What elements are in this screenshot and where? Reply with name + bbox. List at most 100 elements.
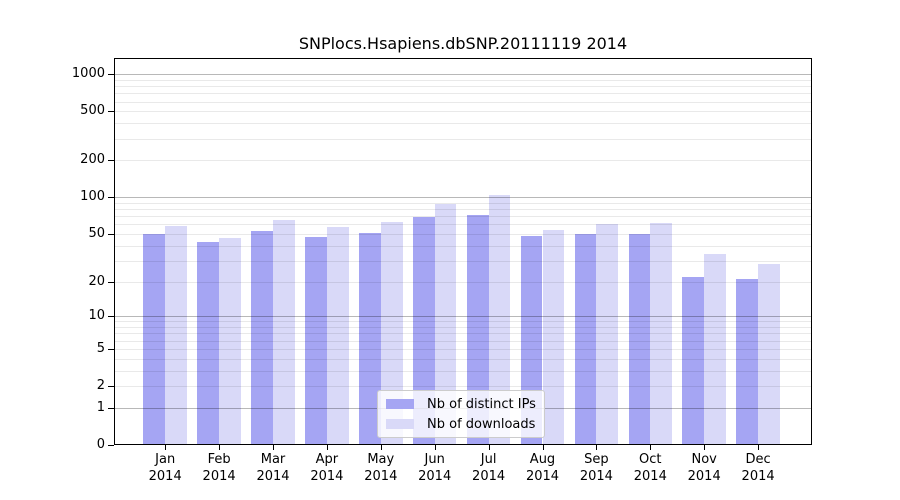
legend-swatch-downloads [386,419,414,429]
year-label: 2014 [418,469,452,484]
y-tick-50 [108,233,114,235]
y-tick-500 [108,111,114,113]
bar-distinct-ips-apr [305,237,327,445]
month-label: Jul [480,452,497,467]
gridline-3 [114,370,812,372]
year-label: 2014 [202,469,236,484]
y-tick-5 [108,348,114,350]
legend-row-distinct-ips: Nb of distinct IPs [386,397,536,412]
month-label: Mar [260,452,286,467]
month-label: Jan [155,452,176,467]
x-tick-oct [650,445,652,450]
y-tick-label-5: 5 [96,340,105,356]
y-tick-100 [108,197,114,199]
legend: Nb of distinct IPs Nb of downloads [377,390,545,438]
x-tick-label-feb: Feb 2014 [192,451,246,485]
x-tick-label-nov: Nov 2014 [677,451,731,485]
gridline-900 [114,79,812,81]
bar-distinct-ips-jan [143,233,166,445]
x-tick-label-mar: Mar 2014 [246,451,300,485]
bar-distinct-ips-mar [251,230,273,445]
y-tick-label-0: 0 [96,437,105,452]
month-label: Feb [207,452,231,467]
year-label: 2014 [364,469,398,484]
bar-distinct-ips-dec [736,279,759,445]
x-tick-label-sep: Sep 2014 [569,451,623,485]
bar-distinct-ips-may [359,232,381,445]
gridline-4 [114,358,812,360]
x-tick-feb [219,445,221,450]
gridline-7 [114,333,812,335]
bar-downloads-oct [650,222,673,445]
x-tick-apr [326,445,328,450]
legend-label-distinct-ips: Nb of distinct IPs [427,396,536,412]
y-tick-label-100: 100 [80,189,105,205]
y-tick-0 [108,445,114,446]
bar-distinct-ips-oct [628,233,651,445]
x-tick-jun [434,445,436,450]
x-tick-sep [596,445,598,450]
gridline-300 [114,138,812,140]
month-label: Aug [529,452,556,467]
gridline-50 [114,233,812,235]
x-tick-jan [165,445,167,450]
bar-downloads-aug [542,229,565,445]
gridline-30 [114,260,812,262]
bar-distinct-ips-nov [682,276,705,445]
x-tick-dec [758,445,760,450]
gridline-200 [114,160,812,162]
legend-label-downloads: Nb of downloads [427,416,536,432]
y-tick-label-500: 500 [80,103,105,119]
year-label: 2014 [525,469,560,484]
x-tick-jul [488,445,490,450]
bar-downloads-jul [488,194,511,445]
bar-downloads-feb [219,238,241,445]
gridline-1000 [114,74,812,76]
y-tick-label-20: 20 [88,273,105,289]
bar-distinct-ips-sep [574,233,597,445]
gridline-600 [114,101,812,103]
bar-downloads-mar [273,220,295,445]
x-tick-label-apr: Apr 2014 [300,451,354,485]
bar-distinct-ips-feb [197,241,220,445]
month-label: May [367,452,395,467]
plot-area [114,58,812,445]
y-tick-label-10: 10 [88,308,105,324]
gridline-20 [114,281,812,283]
gridline-10 [114,316,812,318]
y-tick-2 [108,386,114,387]
y-tick-label-200: 200 [80,152,105,168]
y-tick-1000 [108,74,114,76]
gridline-80 [114,209,812,211]
x-tick-label-may: May 2014 [354,451,408,485]
gridline-5 [114,348,812,350]
gridline-40 [114,245,812,247]
y-tick-label-1: 1 [96,399,105,415]
year-label: 2014 [579,469,613,484]
x-tick-label-jul: Jul 2014 [462,451,516,485]
legend-row-downloads: Nb of downloads [386,417,536,432]
gridline-6 [114,340,812,342]
month-label: Sep [584,452,609,467]
gridline-800 [114,86,812,88]
bar-distinct-ips-jul [466,215,489,445]
month-label: Apr [315,452,339,467]
month-label: Dec [745,452,771,467]
gridline-500 [114,111,812,113]
gridline-400 [114,123,812,125]
year-label: 2014 [148,469,182,484]
gridline-70 [114,216,812,218]
bar-distinct-ips-jun [412,216,435,445]
year-label: 2014 [741,469,775,484]
month-label: Jun [424,452,445,467]
gridline-100 [114,197,812,199]
bar-downloads-may [380,221,403,445]
year-label: 2014 [633,469,667,484]
x-tick-label-aug: Aug 2014 [516,451,570,485]
bar-downloads-jun [434,204,457,445]
month-label: Oct [639,452,662,467]
gridline-90 [114,202,812,204]
x-tick-aug [542,445,544,450]
gridline-9 [114,321,812,323]
